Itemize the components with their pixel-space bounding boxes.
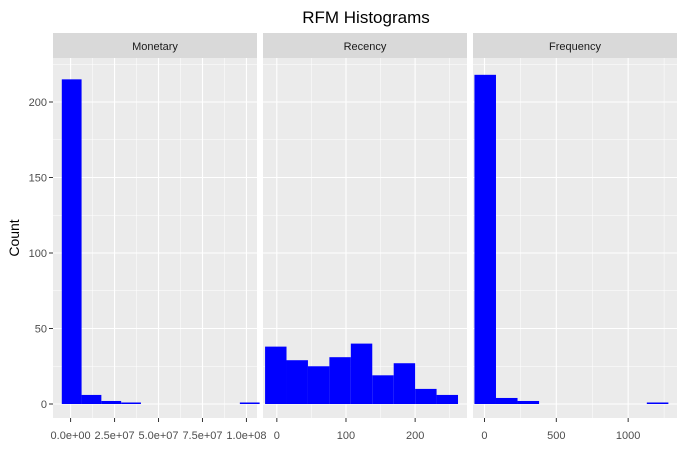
- y-tick-label: 200: [29, 97, 47, 109]
- x-tick-label: 5.0e+07: [138, 430, 178, 442]
- chart-title: RFM Histograms: [302, 8, 430, 27]
- histogram-bar: [393, 363, 416, 404]
- x-tick-label: 0.0e+00: [51, 430, 91, 442]
- y-tick-label: 50: [35, 324, 47, 336]
- facet-strip-label: Monetary: [132, 41, 178, 53]
- x-tick-label: 1.0e+08: [226, 430, 266, 442]
- histogram-bar: [239, 402, 260, 404]
- histogram-bar: [329, 357, 351, 404]
- x-tick-label: 1000: [616, 430, 640, 442]
- facet-strip: [263, 33, 467, 58]
- x-tick-label: 0: [481, 430, 487, 442]
- histogram-bar: [121, 402, 141, 404]
- histogram-bar: [350, 343, 373, 404]
- x-tick-label: 2.5e+07: [95, 430, 135, 442]
- histogram-bar: [265, 346, 287, 404]
- facet-strip-label: Recency: [344, 41, 387, 53]
- histogram-bar: [286, 360, 308, 404]
- panel-background: [53, 58, 257, 418]
- facet-strip-label: Frequency: [549, 41, 601, 53]
- x-tick-label: 200: [406, 430, 424, 442]
- panel-monetary: Monetary 0.0e+00 2.5e+07 5.0e+07 7.5e+07 1.0e…: [51, 33, 266, 442]
- y-tick-label: 150: [29, 173, 47, 185]
- panel-frequency: Frequency 0 500 1000: [473, 33, 677, 442]
- facet-strip: [473, 33, 677, 58]
- histogram-bar: [474, 74, 496, 404]
- histogram-bar: [495, 397, 518, 404]
- histogram-bar: [436, 394, 459, 404]
- facet-panels: Monetary 0.0e+00 2.5e+07 5.0e+07 7.5e+07 1.0e…: [51, 33, 677, 442]
- x-tick-label: 0: [274, 430, 280, 442]
- y-tick-label: 100: [29, 248, 47, 260]
- panel-background: [473, 58, 677, 418]
- histogram-bar: [307, 366, 330, 404]
- histogram-bar: [372, 375, 394, 404]
- panel-recency: Recency 0 100 200: [263, 33, 467, 442]
- x-tick-label: 500: [547, 430, 565, 442]
- histogram-bar: [517, 400, 540, 404]
- facet-strip: [53, 33, 257, 58]
- x-tick-label: 100: [337, 430, 355, 442]
- histogram-bar: [61, 79, 82, 404]
- histogram-bar: [415, 388, 437, 404]
- y-axis: 0 50 100 150 200: [29, 97, 53, 411]
- histogram-bar: [646, 402, 669, 404]
- y-axis-title: Count: [6, 219, 22, 256]
- y-tick-label: 0: [41, 399, 47, 411]
- x-tick-label: 7.5e+07: [182, 430, 222, 442]
- histogram-bar: [81, 394, 102, 404]
- histogram-bar: [101, 400, 122, 404]
